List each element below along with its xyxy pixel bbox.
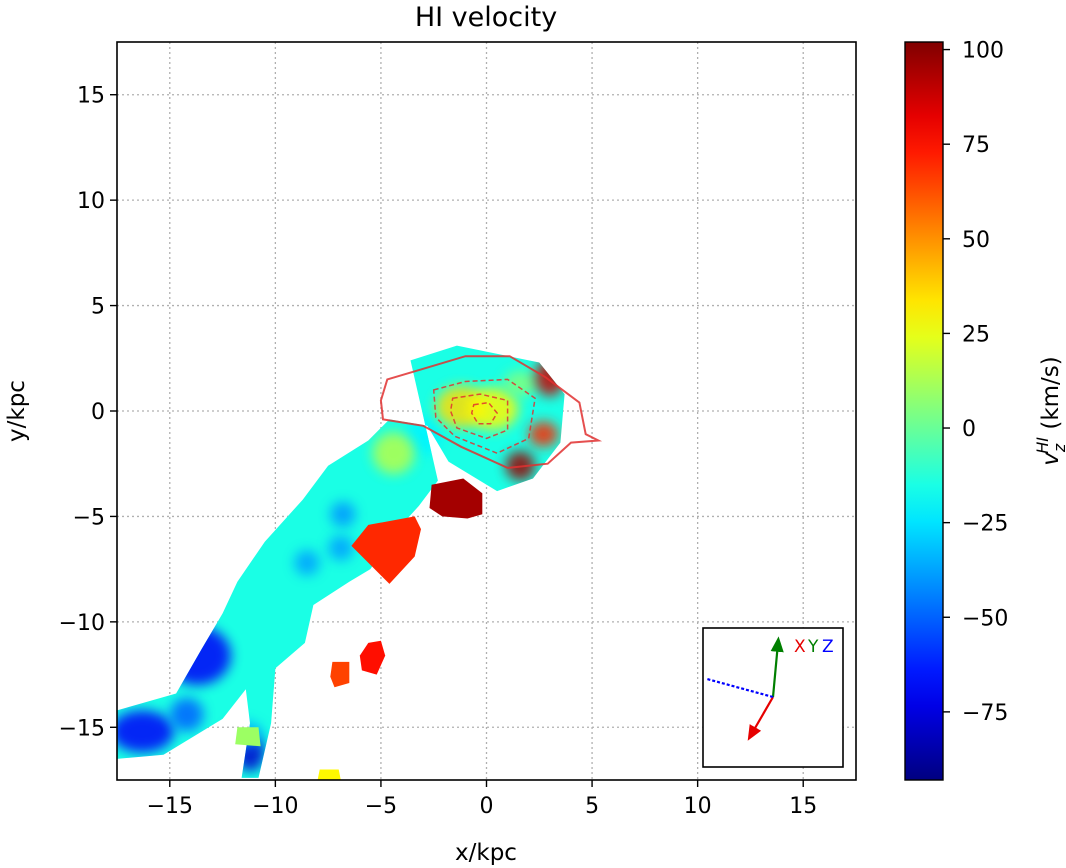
velocity-clump xyxy=(351,516,421,584)
colorbar-tick-label: 50 xyxy=(962,228,990,253)
colorbar-tick-label: 0 xyxy=(962,417,976,442)
velocity-clump xyxy=(359,640,386,675)
colorbar-tick-label: 25 xyxy=(962,322,990,347)
colorbar-label-unit: (km/s) xyxy=(1038,356,1064,437)
x-tick-label: 5 xyxy=(585,794,599,819)
x-axis-ticks: −15 −10 −5 0 5 10 15 xyxy=(147,780,817,819)
velocity-blob xyxy=(328,535,354,561)
inset-label-x: X xyxy=(794,637,806,657)
velocity-blob xyxy=(372,432,415,475)
orientation-inset: X Y Z xyxy=(702,627,844,768)
velocity-blob xyxy=(330,501,356,527)
velocity-clump xyxy=(235,727,261,747)
x-tick-label: 0 xyxy=(480,794,494,819)
y-tick-label: 15 xyxy=(77,84,105,109)
y-tick-label: 0 xyxy=(91,400,105,425)
colorbar-label-sub: z xyxy=(1050,443,1066,453)
x-tick-label: 10 xyxy=(684,794,712,819)
inset-label-z: Z xyxy=(822,637,834,657)
inset-axis-y xyxy=(770,636,784,698)
x-axis-label: x/kpc xyxy=(455,840,517,866)
colorbar xyxy=(904,41,944,781)
y-tick-label: −10 xyxy=(59,611,105,636)
colorbar-tick-label: −75 xyxy=(962,701,1008,726)
colorbar-ticks: 100 75 50 25 0 −25 −50 −75 xyxy=(943,39,1008,726)
gas-region xyxy=(117,345,565,778)
velocity-clump xyxy=(330,661,350,688)
hi-contours xyxy=(379,355,603,469)
velocity-map xyxy=(117,345,565,780)
x-tick-label: −5 xyxy=(365,794,397,819)
x-tick-label: −10 xyxy=(252,794,298,819)
velocity-clump xyxy=(429,478,483,519)
hi-contour xyxy=(379,355,603,469)
inset-label-y: Y xyxy=(807,637,819,657)
velocity-blob xyxy=(528,421,559,447)
hi-contour xyxy=(470,401,499,425)
colorbar-tick-label: −25 xyxy=(962,512,1008,537)
y-axis-ticks: −15 −10 −5 0 5 10 15 xyxy=(59,84,117,741)
velocity-blob xyxy=(169,697,204,732)
inset-axis-z xyxy=(706,677,774,699)
colorbar-tick-label: 75 xyxy=(962,133,990,158)
x-tick-label: −15 xyxy=(147,794,193,819)
y-tick-label: −5 xyxy=(73,505,105,530)
y-tick-label: 5 xyxy=(91,295,105,320)
y-tick-label: −15 xyxy=(59,716,105,741)
colorbar-label-sup: HI xyxy=(1033,437,1052,454)
velocity-blob xyxy=(163,626,232,686)
colorbar-label-v: v xyxy=(1038,452,1064,466)
velocity-blob xyxy=(535,358,565,397)
velocity-clump xyxy=(317,769,341,780)
colorbar-tick-label: 100 xyxy=(962,39,1004,64)
colorbar-label: vzHI (km/s) xyxy=(1033,356,1066,466)
velocity-blob xyxy=(503,370,538,397)
y-axis-label: y/kpc xyxy=(4,380,30,442)
hi-contour xyxy=(449,393,509,440)
velocity-blob xyxy=(467,387,519,430)
inset-axis-x xyxy=(747,696,774,741)
chart-title: HI velocity xyxy=(415,2,557,33)
velocity-blob xyxy=(117,710,175,753)
y-tick-label: 10 xyxy=(77,189,105,214)
x-tick-label: 15 xyxy=(789,794,817,819)
velocity-blob xyxy=(294,550,320,576)
colorbar-tick-label: −50 xyxy=(962,606,1008,631)
